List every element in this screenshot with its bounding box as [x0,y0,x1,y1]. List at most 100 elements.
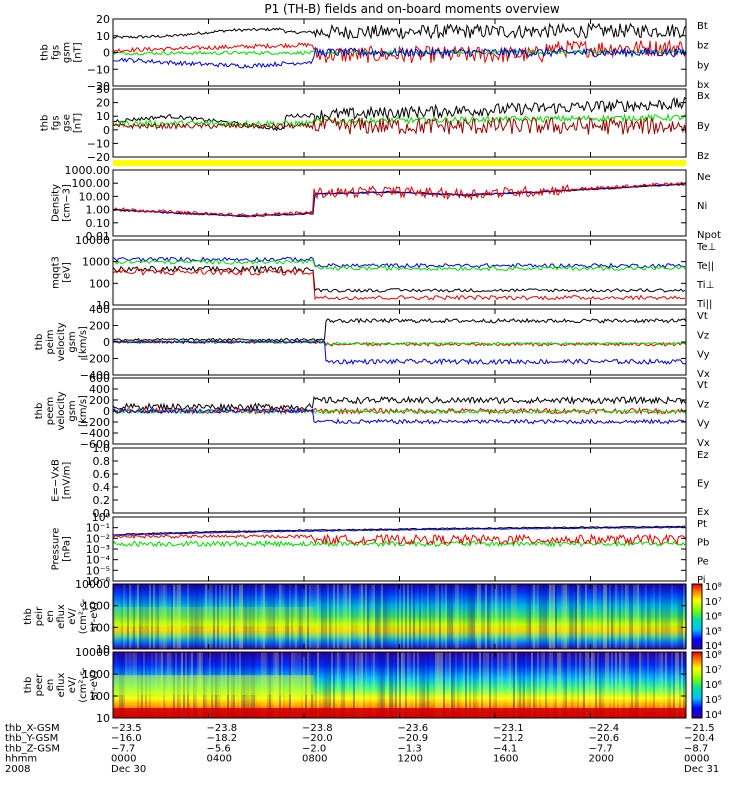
spectrogram-column [411,584,413,649]
y-tick-label: 400 [89,303,110,316]
spectrogram-column [551,652,553,718]
spectrogram-column [479,652,481,718]
y-axis-label-line: eV/ [67,608,78,625]
spectrogram-column [543,584,545,649]
spectrogram-column [513,584,515,649]
spectrogram-column [487,584,489,649]
y-axis-label-line: velocity [56,322,67,361]
panel-9: 10⁸ 10⁷ 10⁶ 10⁵ 10⁴ 10000 1000 100 10 thb peir en ef… [23,578,722,656]
By-trace [112,112,687,129]
Vt-trace [112,317,687,342]
y-axis-label-line: mqqt3 [51,256,62,289]
spectrogram-column [575,584,577,649]
spectrogram-column [613,652,615,718]
mode-bar [113,160,686,166]
spectrogram-column [483,652,485,718]
y-tick-label: 0.4 [93,481,111,494]
Bx-trace [112,96,687,132]
spectrogram-column [397,584,399,649]
spectrogram-column [615,584,617,649]
spectrogram-column [471,652,473,718]
spectrogram-column [453,652,455,718]
colorbar-tick-label: 10⁸ [705,650,722,661]
spectrogram-column [271,584,273,649]
spectrogram-column [673,652,675,718]
spectrogram-column [295,652,297,718]
spectrogram-column [165,584,167,649]
spectrogram-column [213,584,215,649]
spectrogram-column [369,584,371,649]
spectrogram-column [581,652,583,718]
spectrogram-column [341,584,343,649]
spectrogram-column [431,652,433,718]
spectrogram-column [339,584,341,649]
spectrogram-column [635,584,637,649]
spectrogram-column [307,652,309,718]
legend-entry: Vx [697,438,710,449]
spectrogram-column [435,584,437,649]
spectrogram-column [565,652,567,718]
spectrogram-column [315,584,317,649]
spectrogram-column [463,584,465,649]
spectrogram-column [507,584,509,649]
spectrogram-column [179,652,181,718]
y-tick-label: 0 [103,336,110,349]
spectrogram-column [671,652,673,718]
panel-7: 1.00.80.60.40.20.0 E=−VxB [mV/m] Ez Ey Ex [51,442,710,520]
x-tick-label: 1600 [493,754,518,765]
spectrogram-column [269,652,271,718]
spectrogram-column [393,652,395,718]
spectrogram-column [171,584,173,649]
spectrogram-column [405,652,407,718]
spectrogram-column [363,652,365,718]
spectrogram-column [279,652,281,718]
spectrogram-column [425,584,427,649]
spectrogram-column [127,584,129,649]
spectrogram-column [645,584,647,649]
spectrogram [113,584,686,649]
spectrogram-column [339,652,341,718]
x-row-label: 2008 [5,764,30,775]
spectrogram-column [541,584,543,649]
spectrogram-column [511,652,513,718]
Ti-perp-trace [112,256,686,269]
legend-entry: Vt [697,311,708,322]
spectrogram-column [655,652,657,718]
spectrogram-column [485,652,487,718]
legend-entry: Bz [697,151,709,162]
y-axis-label-line: eflux [56,673,67,698]
spectrogram-column [297,584,299,649]
spectrogram-column [677,584,679,649]
x-tick-label: −23.8 [207,723,238,734]
spectrogram-column [511,584,513,649]
y-axis-label-line: peim [45,329,56,354]
spectrogram-column [261,652,263,718]
spectrogram-column [255,652,257,718]
spectrogram-column [409,584,411,649]
x-tick-label: 0000 [684,754,709,765]
spectrogram-column [523,652,525,718]
spectrogram-column [247,584,249,649]
x-tick-label: −20.0 [302,733,333,744]
spectrogram-column [439,584,441,649]
spectrogram-column [475,584,477,649]
x-tick-label: −23.8 [302,723,333,734]
y-axis-label-line: gsm [67,400,78,421]
spectrogram-column [647,584,649,649]
spectrogram-column [355,652,357,718]
spectrogram-column [489,652,491,718]
spectrogram-column [543,652,545,718]
y-axis-label-line: thb [34,334,45,351]
spectrogram-column [395,584,397,649]
Pt-trace [112,525,686,536]
legend-entry: Ni [697,201,707,212]
spectrogram-column [347,584,349,649]
spectrogram-column [293,652,295,718]
spectrogram-column [499,652,501,718]
colorbar-scale [691,583,703,650]
spectrogram-column [583,584,585,649]
spectrogram-column [367,652,369,718]
spectrogram-column [199,652,201,718]
spectrogram-column [515,584,517,649]
spectrogram-column [391,652,393,718]
